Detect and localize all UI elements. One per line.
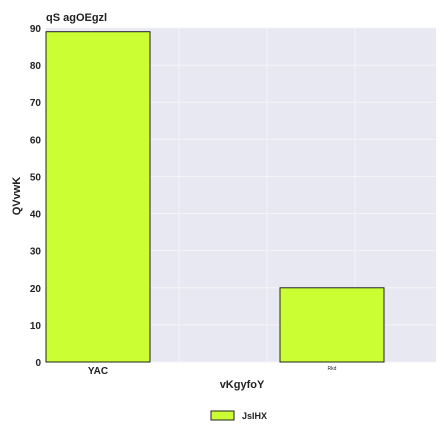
x-axis-label: vKgyfoY	[220, 379, 265, 391]
y-tick-label: 20	[30, 284, 42, 295]
x-tick-label: Rkd	[328, 366, 337, 372]
legend-label: JsIHX	[242, 411, 267, 421]
y-tick-label: 80	[30, 61, 42, 72]
x-tick-label: YAC	[88, 366, 108, 377]
bars	[45, 31, 385, 363]
bar-yac	[45, 31, 151, 363]
y-tick-label: 0	[35, 358, 41, 369]
legend-swatch	[210, 410, 235, 421]
y-tick-label: 90	[30, 24, 42, 35]
y-tick-label: 40	[30, 210, 42, 221]
x-tick-labels: YAC Rkd	[88, 366, 337, 377]
y-tick-label: 30	[30, 247, 42, 258]
y-tick-label: 60	[30, 135, 42, 146]
chart-title: qS agOEgzl	[46, 12, 107, 24]
legend: JsIHX	[210, 410, 267, 421]
bar-rkd	[279, 287, 385, 363]
y-tick-label: 50	[30, 172, 42, 183]
y-tick-label: 70	[30, 98, 42, 109]
y-tick-label: 10	[30, 321, 42, 332]
y-tick-labels: 0 10 20 30 40 50 60 70 80 90	[30, 24, 42, 369]
y-axis-label: QVvwK	[11, 177, 23, 216]
